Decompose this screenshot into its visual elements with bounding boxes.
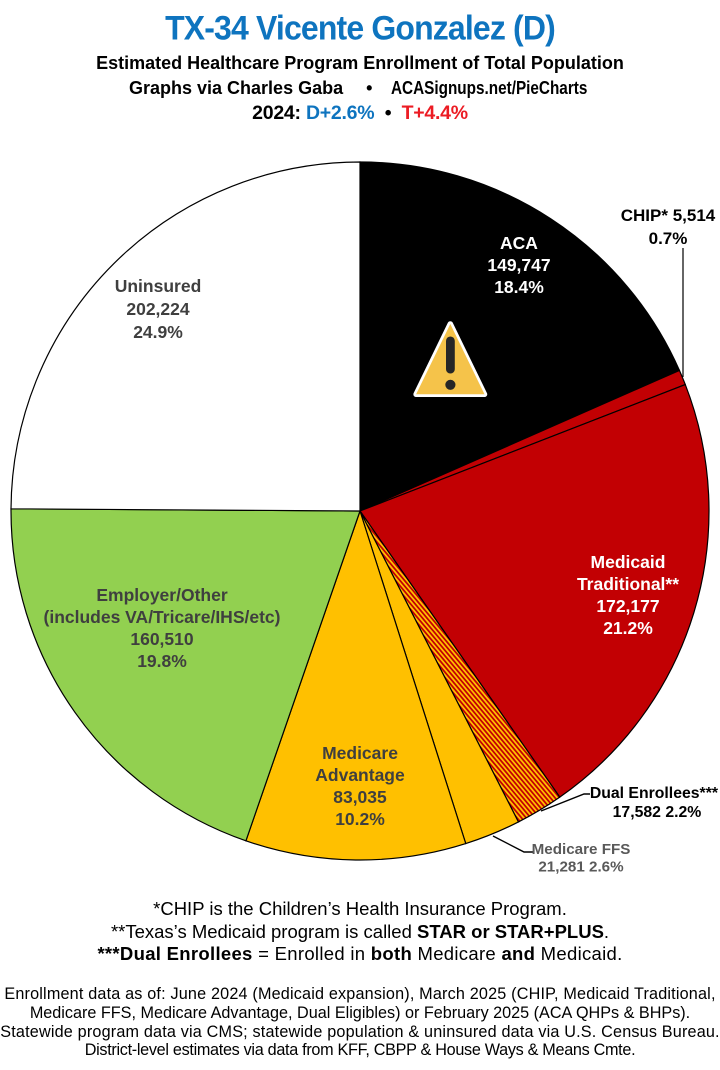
svg-text:10.2%: 10.2% [335,809,385,829]
svg-text:Medicare FFS: Medicare FFS [532,841,631,858]
svg-text:(includes VA/Tricare/IHS/etc): (includes VA/Tricare/IHS/etc) [44,607,281,627]
svg-text:160,510: 160,510 [130,629,194,649]
svg-text:172,177: 172,177 [596,596,659,616]
svg-text:Advantage: Advantage [315,765,405,785]
svg-text:17,582 2.2%: 17,582 2.2% [613,804,702,821]
svg-text:Medicaid: Medicaid [591,552,666,572]
svg-text:18.4%: 18.4% [494,277,544,297]
svg-text:Traditional**: Traditional** [577,574,679,594]
svg-text:ACA: ACA [500,233,538,253]
svg-text:83,035: 83,035 [333,787,387,807]
svg-text:19.8%: 19.8% [137,651,187,671]
svg-text:Employer/Other: Employer/Other [96,585,227,605]
svg-text:CHIP* 5,514: CHIP* 5,514 [621,206,716,225]
svg-text:Dual Enrollees***: Dual Enrollees*** [590,785,719,802]
svg-text:21,281 2.6%: 21,281 2.6% [538,859,624,876]
svg-text:Medicare: Medicare [322,743,398,763]
svg-text:0.7%: 0.7% [649,229,688,248]
svg-text:149,747: 149,747 [487,255,550,275]
svg-text:24.9%: 24.9% [133,322,183,342]
svg-text:202,224: 202,224 [126,299,190,319]
svg-text:Uninsured: Uninsured [115,276,202,296]
svg-text:21.2%: 21.2% [603,618,653,638]
